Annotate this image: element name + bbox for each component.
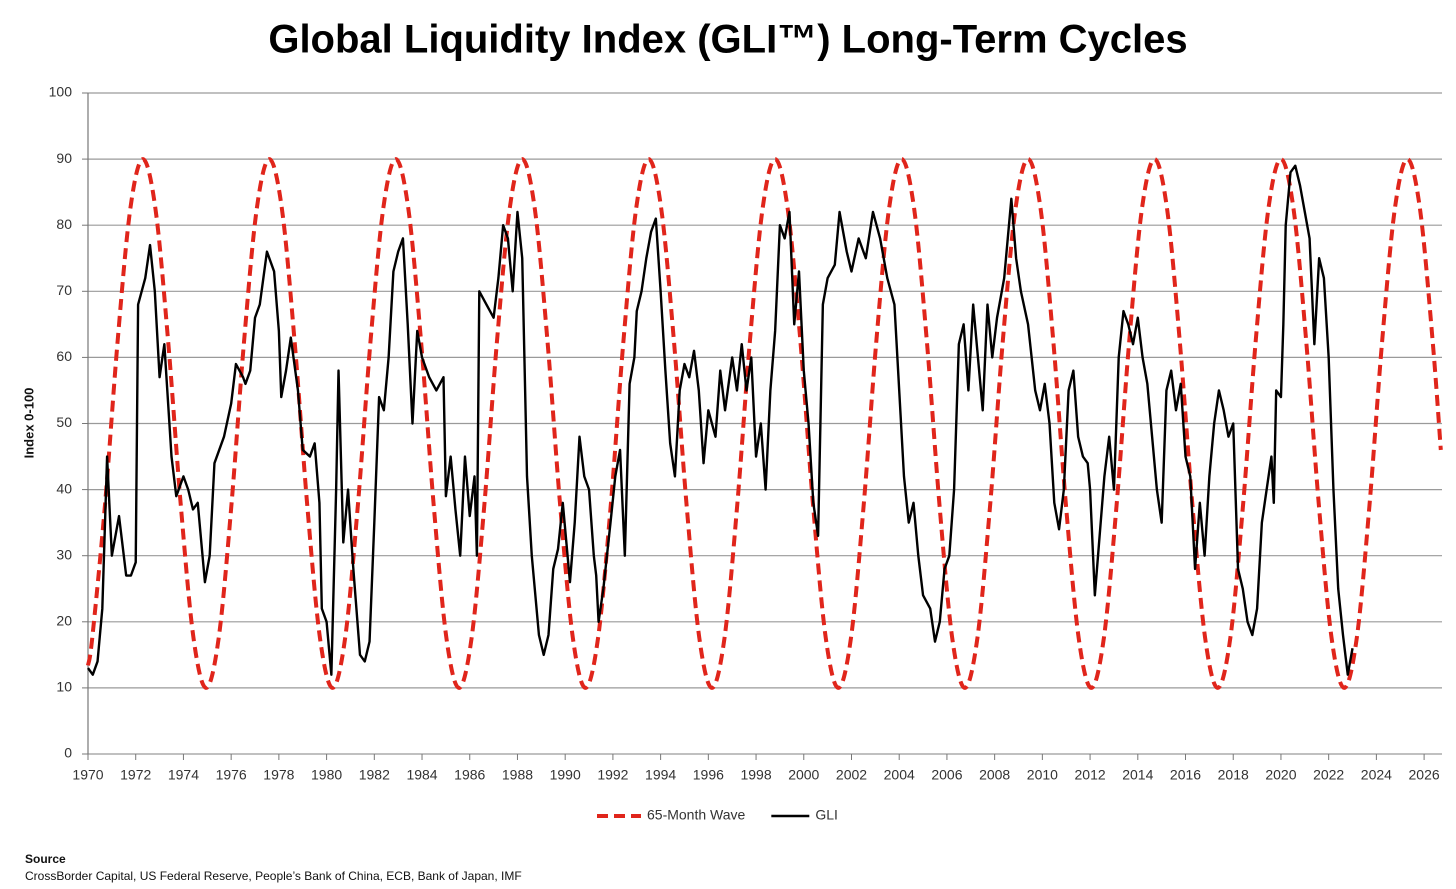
x-tick-label: 1980 bbox=[311, 767, 342, 783]
x-tick-label: 2024 bbox=[1361, 767, 1392, 783]
x-tick-label: 2020 bbox=[1265, 767, 1296, 783]
x-tick-label: 2012 bbox=[1075, 767, 1106, 783]
x-tick-label: 2022 bbox=[1313, 767, 1344, 783]
source-text: CrossBorder Capital, US Federal Reserve,… bbox=[25, 869, 522, 883]
x-tick-label: 1982 bbox=[359, 767, 390, 783]
x-tick-label: 1988 bbox=[502, 767, 533, 783]
x-tick-label: 2014 bbox=[1122, 767, 1153, 783]
x-tick-label: 2026 bbox=[1409, 767, 1440, 783]
y-tick-label: 100 bbox=[49, 84, 73, 100]
x-tick-label: 1978 bbox=[263, 767, 294, 783]
y-tick-label: 80 bbox=[56, 216, 72, 232]
x-tick-label: 1996 bbox=[693, 767, 724, 783]
x-tick-label: 2010 bbox=[1027, 767, 1058, 783]
y-axis-label: Index 0-100 bbox=[21, 388, 36, 459]
x-tick-label: 2018 bbox=[1218, 767, 1249, 783]
x-tick-label: 1994 bbox=[645, 767, 676, 783]
x-tick-label: 2006 bbox=[931, 767, 962, 783]
chart-title: Global Liquidity Index (GLI™) Long-Term … bbox=[268, 18, 1187, 62]
y-tick-label: 0 bbox=[64, 745, 72, 761]
series-line bbox=[87, 164, 1354, 676]
x-tick-label: 2008 bbox=[979, 767, 1010, 783]
y-tick-label: 40 bbox=[56, 480, 72, 496]
x-tick-label: 2016 bbox=[1170, 767, 1201, 783]
x-tick-label: 2004 bbox=[884, 767, 915, 783]
x-tick-label: 2002 bbox=[836, 767, 867, 783]
y-tick-label: 20 bbox=[56, 613, 72, 629]
x-tick-label: 1974 bbox=[168, 767, 199, 783]
y-tick-label: 10 bbox=[56, 679, 72, 695]
y-tick-label: 60 bbox=[56, 348, 72, 364]
series-line bbox=[86, 157, 1443, 690]
x-tick-label: 2000 bbox=[788, 767, 819, 783]
x-tick-label: 1984 bbox=[406, 767, 437, 783]
y-tick-label: 70 bbox=[56, 282, 72, 298]
x-tick-label: 1972 bbox=[120, 767, 151, 783]
y-tick-label: 30 bbox=[56, 546, 72, 562]
legend-label: 65-Month Wave bbox=[647, 807, 746, 823]
legend-label: GLI bbox=[815, 807, 838, 823]
x-tick-label: 1992 bbox=[597, 767, 628, 783]
source-label: Source bbox=[25, 852, 66, 866]
y-tick-label: 50 bbox=[56, 414, 72, 430]
x-tick-label: 1986 bbox=[454, 767, 485, 783]
x-tick-label: 1990 bbox=[550, 767, 581, 783]
x-tick-label: 1976 bbox=[216, 767, 247, 783]
y-tick-label: 90 bbox=[56, 150, 72, 166]
x-tick-label: 1998 bbox=[740, 767, 771, 783]
x-tick-label: 1970 bbox=[72, 767, 103, 783]
